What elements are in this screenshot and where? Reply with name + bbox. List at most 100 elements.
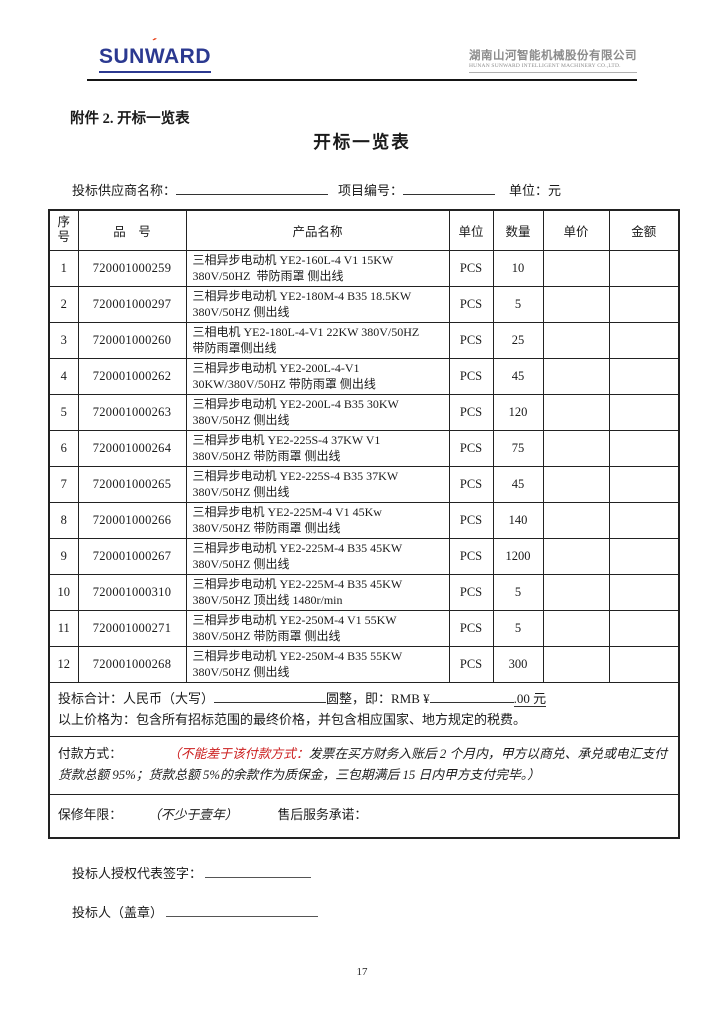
bid-opening-table: 序 号 品 号 产品名称 单位 数量 单价 金额 1 720001000259 … xyxy=(48,209,680,839)
cell-seq: 4 xyxy=(48,357,79,395)
product-name-line1: 三相异步电动机 YE2-160L-4 V1 15KW xyxy=(192,253,394,267)
amount-words-blank xyxy=(214,689,327,703)
logo-text-w: W xyxy=(144,45,165,68)
cell-quantity: 25 xyxy=(492,321,544,359)
product-name-line1: 三相电机 YE2-180L-4-V1 22KW 380V/50HZ xyxy=(192,325,420,339)
cell-part-number: 720001000271 xyxy=(77,609,187,647)
col-header-seq: 序 号 xyxy=(48,209,79,251)
cell-seq: 6 xyxy=(48,429,79,467)
cell-quantity: 45 xyxy=(492,465,544,503)
cell-amount xyxy=(608,393,680,431)
company-name-block: 湖南山河智能机械股份有限公司 HUNAN SUNWARD INTELLIGENT… xyxy=(469,50,637,73)
cell-amount xyxy=(608,249,680,287)
cell-seq: 9 xyxy=(48,537,79,575)
cell-product-name: 三相异步电动机 YE2-250M-4 B35 55KW 380V/50HZ 侧出… xyxy=(185,645,450,683)
cell-part-number: 720001000263 xyxy=(77,393,187,431)
project-number-blank xyxy=(403,181,496,195)
warranty-cell: 保修年限： （不少于壹年） 售后服务承诺： xyxy=(48,793,680,839)
product-name-line1: 三相异步电动机 YE2-225S-4 B35 37KW xyxy=(192,469,399,483)
cell-unit-price xyxy=(542,537,610,575)
totals-mid-label: 圆整，即：RMB ¥ xyxy=(326,691,430,706)
cell-product-name: 三相异步电机 YE2-225S-4 37KW V1 380V/50HZ 带防雨罩… xyxy=(185,429,450,467)
rep-signature-blank xyxy=(205,864,312,878)
cell-unit-price xyxy=(542,357,610,395)
col-header-unit-price: 单价 xyxy=(542,209,610,251)
cell-seq: 11 xyxy=(48,609,79,647)
cell-quantity: 120 xyxy=(492,393,544,431)
cell-product-name: 三相异步电动机 YE2-160L-4 V1 15KW 380V/50HZ 带防雨… xyxy=(185,249,450,287)
cell-unit: PCS xyxy=(448,465,494,503)
cell-amount xyxy=(608,537,680,575)
cell-product-name: 三相异步电动机 YE2-250M-4 V1 55KW 380V/50HZ 带防雨… xyxy=(185,609,450,647)
cell-part-number: 720001000297 xyxy=(77,285,187,323)
cell-unit-price xyxy=(542,249,610,287)
payment-terms-row: 付款方式： （不能差于该付款方式：发票在买方财务入账后 2 个月内，甲方以商兑、承… xyxy=(48,735,680,795)
logo-text-pre: SUN xyxy=(99,45,145,68)
table-row: 9 720001000267 三相异步电动机 YE2-225M-4 B35 45… xyxy=(48,537,680,575)
bidder-seal-blank xyxy=(166,903,319,917)
cell-quantity: 10 xyxy=(492,249,544,287)
after-sales-label: 售后服务承诺： xyxy=(277,808,368,823)
cell-unit: PCS xyxy=(448,645,494,683)
bidder-seal-line: 投标人（盖章） xyxy=(72,902,724,921)
col-header-product-name: 产品名称 xyxy=(185,209,450,251)
cell-unit-price xyxy=(542,465,610,503)
cell-part-number: 720001000264 xyxy=(77,429,187,467)
cell-amount xyxy=(608,573,680,611)
supplier-name-blank xyxy=(176,181,329,195)
payment-label: 付款方式： xyxy=(58,747,122,761)
price-note: 以上价格为：包含所有招标范围的最终价格，并包含相应国家、地方规定的税费。 xyxy=(58,712,527,727)
cell-part-number: 720001000262 xyxy=(77,357,187,395)
cell-seq: 12 xyxy=(48,645,79,683)
product-name-line1: 三相异步电动机 YE2-200L-4-V1 xyxy=(192,361,360,375)
product-name-line2: 380V/50HZ 带防雨罩 侧出线 xyxy=(192,629,341,643)
cell-part-number: 720001000265 xyxy=(77,465,187,503)
product-name-line2: 380V/50HZ 侧出线 xyxy=(192,485,290,499)
product-name-line2: 380V/50HZ 顶出线 1480r/min xyxy=(192,593,343,607)
product-name-line2: 380V/50HZ 带防雨罩 侧出线 xyxy=(192,269,344,283)
cell-seq: 8 xyxy=(48,501,79,539)
cell-unit-price xyxy=(542,501,610,539)
table-row: 12 720001000268 三相异步电动机 YE2-250M-4 B35 5… xyxy=(48,645,680,683)
cell-quantity: 5 xyxy=(492,573,544,611)
form-header-line: 投标供应商名称： 项目编号： 单位：元 xyxy=(48,180,676,199)
cell-part-number: 720001000266 xyxy=(77,501,187,539)
warranty-note: （不少于壹年） xyxy=(147,808,238,823)
cell-seq: 3 xyxy=(48,321,79,359)
product-name-line2: 380V/50HZ 侧出线 xyxy=(192,665,290,679)
totals-row: 投标合计：人民币（大写） 圆整，即：RMB ¥ .00 元 以上价格为：包含所有招标… xyxy=(48,681,680,737)
warranty-label: 保修年限： xyxy=(58,808,122,823)
product-name-line1: 三相异步电动机 YE2-200L-4 B35 30KW xyxy=(192,397,399,411)
cell-part-number: 720001000268 xyxy=(77,645,187,683)
cell-unit-price xyxy=(542,609,610,647)
product-name-line1: 三相异步电动机 YE2-225M-4 B35 45KW xyxy=(192,577,403,591)
cell-seq: 1 xyxy=(48,249,79,287)
cell-seq: 5 xyxy=(48,393,79,431)
page-title: 开标一览表 xyxy=(313,132,411,152)
cell-unit: PCS xyxy=(448,573,494,611)
cell-unit: PCS xyxy=(448,537,494,575)
company-name-en: HUNAN SUNWARD INTELLIGENT MACHINERY CO.,… xyxy=(469,62,621,69)
col-header-quantity: 数量 xyxy=(492,209,544,251)
cell-product-name: 三相异步电动机 YE2-200L-4 B35 30KW 380V/50HZ 侧出… xyxy=(185,393,450,431)
totals-line: 投标合计：人民币（大写） 圆整，即：RMB ¥ .00 元 xyxy=(58,688,670,710)
table-row: 2 720001000297 三相异步电动机 YE2-180M-4 B35 18… xyxy=(48,285,680,323)
product-name-line2: 30KW/380V/50HZ 带防雨罩 侧出线 xyxy=(192,377,376,391)
table-row: 10 720001000310 三相异步电动机 YE2-225M-4 B35 4… xyxy=(48,573,680,611)
currency-unit-label: 单位：元 xyxy=(509,183,562,198)
logo-text-post: ARD xyxy=(164,45,212,68)
cell-quantity: 140 xyxy=(492,501,544,539)
cell-amount xyxy=(608,609,680,647)
page-number: 17 xyxy=(356,966,368,978)
amount-figures-blank xyxy=(429,689,514,703)
sunward-logo: SUN ´ WARD xyxy=(99,36,212,73)
totals-cell: 投标合计：人民币（大写） 圆整，即：RMB ¥ .00 元 以上价格为：包含所有招标… xyxy=(48,681,680,737)
cell-unit-price xyxy=(542,285,610,323)
cell-product-name: 三相异步电动机 YE2-225M-4 B35 45KW 380V/50HZ 顶出… xyxy=(185,573,450,611)
cell-unit: PCS xyxy=(448,393,494,431)
cell-unit-price xyxy=(542,393,610,431)
product-name-line2: 380V/50HZ 带防雨罩 侧出线 xyxy=(192,521,341,535)
cell-amount xyxy=(608,465,680,503)
authorized-rep-signature-line: 投标人授权代表签字： xyxy=(72,863,724,882)
